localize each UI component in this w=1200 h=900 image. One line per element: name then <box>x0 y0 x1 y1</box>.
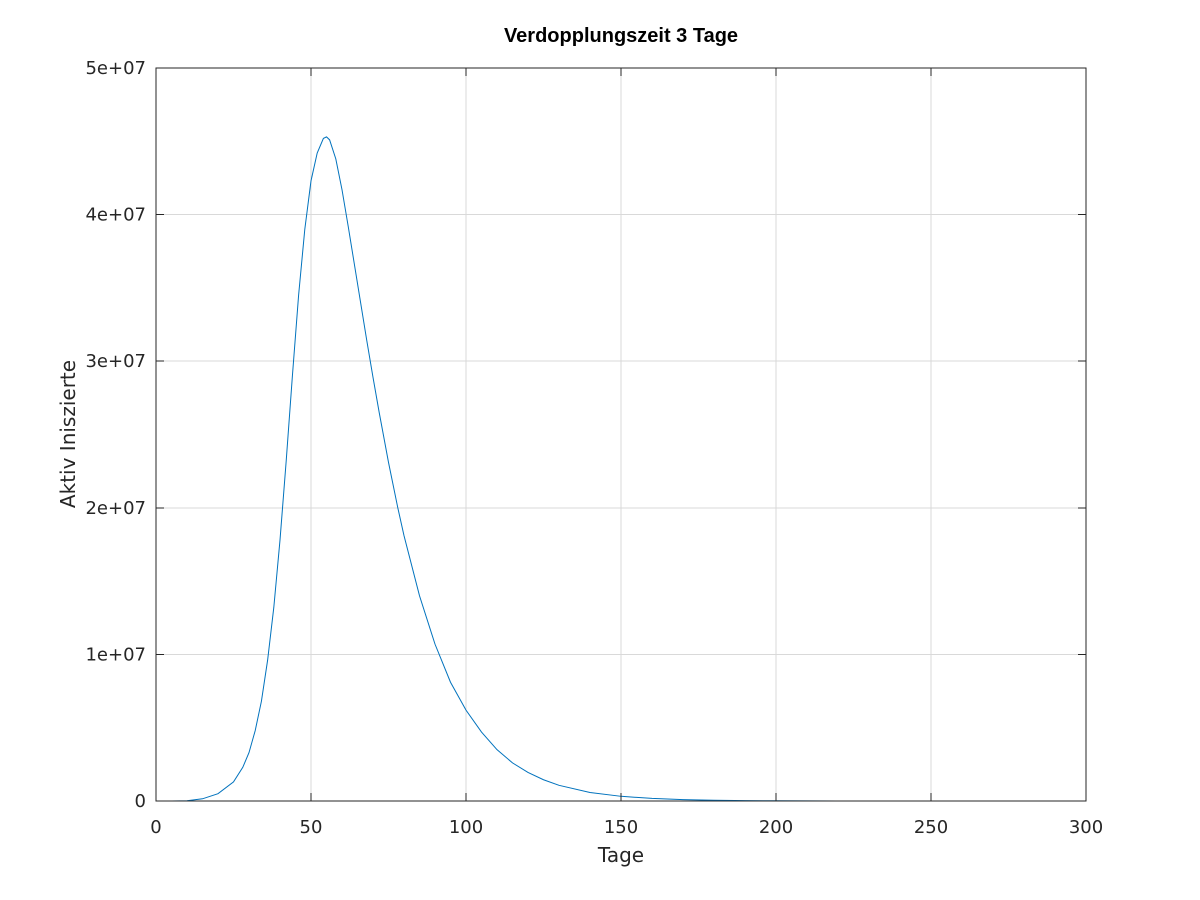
x-axis-label: Tage <box>597 843 644 867</box>
x-tick-label: 250 <box>914 817 948 838</box>
x-tick-label: 300 <box>1069 817 1103 838</box>
x-tick-label: 200 <box>759 817 793 838</box>
y-axis-label: Aktiv Iniszierte <box>56 360 80 508</box>
grid <box>156 68 1086 801</box>
chart-title: Verdopplungszeit 3 Tage <box>504 25 738 47</box>
y-tick-label: 5e+07 <box>85 58 146 79</box>
y-tick-label: 0 <box>135 791 146 812</box>
y-tick-label: 1e+07 <box>85 644 146 665</box>
x-tick-label: 100 <box>449 817 483 838</box>
x-tick-label: 0 <box>150 817 161 838</box>
y-tick-label: 4e+07 <box>85 205 146 226</box>
y-tick-label: 3e+07 <box>85 351 146 372</box>
x-tick-label: 150 <box>604 817 638 838</box>
x-tick-label: 50 <box>300 817 323 838</box>
tick-labels: 0 50 100 150 200 250 300 0 1e+07 2e+07 3e+07 4e+07 5… <box>85 58 1103 838</box>
y-tick-label: 2e+07 <box>85 498 146 519</box>
tick-marks <box>155 67 1087 802</box>
